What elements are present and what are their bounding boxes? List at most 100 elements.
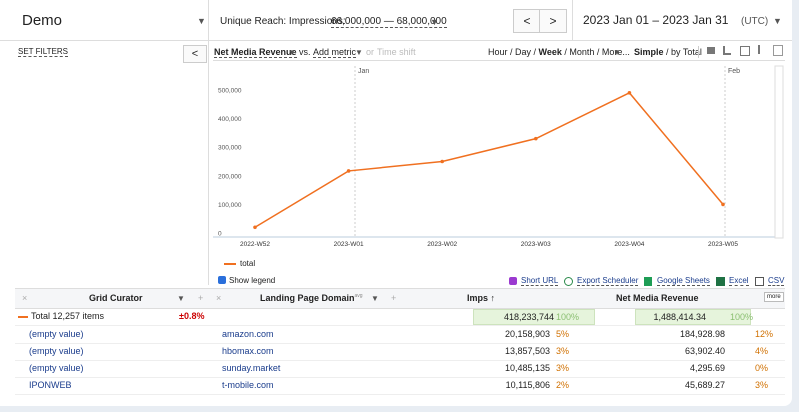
add-column[interactable]: + <box>391 293 396 303</box>
comment-icon[interactable] <box>707 47 715 54</box>
table-cell: 4,295.69 <box>615 360 725 377</box>
table-cell: (empty value) <box>29 326 84 343</box>
table-cell: sunday.market <box>222 360 280 377</box>
dropdown-arrow[interactable]: ▼ <box>371 294 379 303</box>
project-name[interactable]: Demo <box>22 12 62 29</box>
table-cell: 5% <box>556 326 569 343</box>
excel[interactable]: Excel <box>729 276 749 286</box>
x-tick-label: 2023-W05 <box>708 241 738 247</box>
short-url[interactable]: Short URL <box>521 276 558 286</box>
table-cell: amazon.com <box>222 326 274 343</box>
column-header[interactable]: Net Media Revenue <box>616 293 699 303</box>
divider <box>698 46 699 58</box>
table-cell: 13,857,503 <box>455 343 550 360</box>
y-tick-label: 100,000 <box>218 202 242 209</box>
add-column[interactable]: + <box>198 293 203 303</box>
expand-icon[interactable] <box>773 45 783 56</box>
table-cell: 10,485,135 <box>455 360 550 377</box>
checkbox[interactable] <box>218 276 226 284</box>
total-label: Total 12,257 items <box>31 308 104 325</box>
chart-type-icon[interactable] <box>723 46 731 55</box>
granularity[interactable]: Hour / Day / Week / Month / More... <box>488 47 630 57</box>
csv[interactable]: CSV <box>768 276 784 286</box>
table-cell: 20,158,903 <box>455 326 550 343</box>
time-shift[interactable]: Time shift <box>377 47 416 57</box>
dropdown-arrow[interactable]: ▼ <box>288 48 296 57</box>
timezone[interactable]: (UTC) <box>741 16 768 27</box>
total-revenue-share: 100% <box>730 309 753 325</box>
view-options[interactable]: / by Total <box>666 47 702 57</box>
total-row: Total 12,257 items ±0.8% 418,233,744 100… <box>15 308 785 326</box>
table-row[interactable]: (empty value)hbomax.com13,857,5033%63,90… <box>15 343 785 361</box>
view-mode[interactable]: Simple / by Total <box>634 47 702 57</box>
column-note: avg <box>355 293 363 299</box>
more-button[interactable]: more <box>764 292 784 302</box>
open-icon[interactable] <box>740 46 750 56</box>
x-tick-label: 2023-W01 <box>334 241 364 247</box>
show-legend[interactable]: Show legend <box>229 276 275 285</box>
divider <box>213 60 785 61</box>
table-cell: t-mobile.com <box>222 377 274 394</box>
total-deviation: ±0.8% <box>179 308 204 325</box>
remove-column[interactable]: × <box>216 293 221 303</box>
dropdown-arrow[interactable]: ▼ <box>177 294 185 303</box>
legend-label[interactable]: total <box>240 259 255 268</box>
point <box>347 169 351 173</box>
collapse-button[interactable]: < <box>183 45 207 63</box>
export-scheduler[interactable]: Export Scheduler <box>577 276 638 286</box>
point <box>253 225 257 229</box>
column-title[interactable]: Landing Page Domain <box>260 293 355 303</box>
legend-swatch <box>224 263 236 265</box>
dropdown-arrow[interactable]: ▼ <box>613 48 621 57</box>
link-icon <box>509 277 517 285</box>
dropdown-arrow[interactable]: ▼ <box>430 17 439 27</box>
remove-column[interactable]: × <box>22 293 27 303</box>
csv-icon <box>755 277 764 286</box>
vs-label: vs. <box>299 47 311 57</box>
table-cell: 12% <box>755 326 773 343</box>
download-icon[interactable] <box>758 45 760 54</box>
table-row[interactable]: (empty value)sunday.market10,485,1353%4,… <box>15 360 785 378</box>
month-annotation: Feb <box>728 68 740 75</box>
next-button[interactable]: > <box>539 9 567 33</box>
view-active[interactable]: Simple <box>634 47 664 57</box>
app: Demo ▼ Unique Reach: Impressions: 66,000… <box>0 0 792 406</box>
point <box>721 203 725 207</box>
metric[interactable]: Net Media Revenue <box>214 47 297 58</box>
table-cell: 184,928.98 <box>615 326 725 343</box>
column-header[interactable]: Landing Page Domainavg <box>260 293 363 303</box>
table-row[interactable]: (empty value) amazon.com 20,158,903 5% 184,9… <box>15 326 785 344</box>
divider <box>572 0 573 40</box>
y-tick-label: 400,000 <box>218 116 242 123</box>
point <box>534 137 538 141</box>
date-range[interactable]: 2023 Jan 01 – 2023 Jan 31 <box>583 13 728 27</box>
series-swatch <box>18 316 28 318</box>
dropdown-arrow[interactable]: ▼ <box>773 16 782 26</box>
prev-button[interactable]: < <box>513 9 541 33</box>
dropdown-arrow[interactable]: ▼ <box>355 48 363 57</box>
x-tick-label: 2023-W03 <box>521 241 551 247</box>
google-sheets[interactable]: Google Sheets <box>657 276 710 286</box>
table-row[interactable]: IPONWEBt-mobile.com10,115,8062%45,689.27… <box>15 377 785 395</box>
scrollbar[interactable] <box>775 66 783 238</box>
add-metric[interactable]: Add metric <box>313 47 356 58</box>
table-cell: hbomax.com <box>222 343 274 360</box>
granularity-options[interactable]: Hour / Day / <box>488 47 536 57</box>
table-cell: IPONWEB <box>29 377 72 394</box>
x-tick-label: 2023-W04 <box>614 241 644 247</box>
table-cell: 10,115,806 <box>455 377 550 394</box>
total-imps-share: 100% <box>556 309 579 325</box>
dropdown-arrow[interactable]: ▼ <box>197 16 206 26</box>
line <box>255 93 723 227</box>
point <box>440 160 444 164</box>
column-header[interactable]: Imps ↑ <box>467 293 495 303</box>
table-cell: (empty value) <box>29 360 84 377</box>
y-tick-label: 200,000 <box>218 173 242 180</box>
column-header[interactable]: Grid Curator <box>89 293 143 303</box>
reach-label: Unique Reach: Impressions: <box>220 16 346 27</box>
or-label: or <box>366 47 374 57</box>
set-filters[interactable]: SET FILTERS <box>18 47 68 57</box>
table-cell: 3% <box>755 377 768 394</box>
granularity-active[interactable]: Week <box>539 47 562 57</box>
